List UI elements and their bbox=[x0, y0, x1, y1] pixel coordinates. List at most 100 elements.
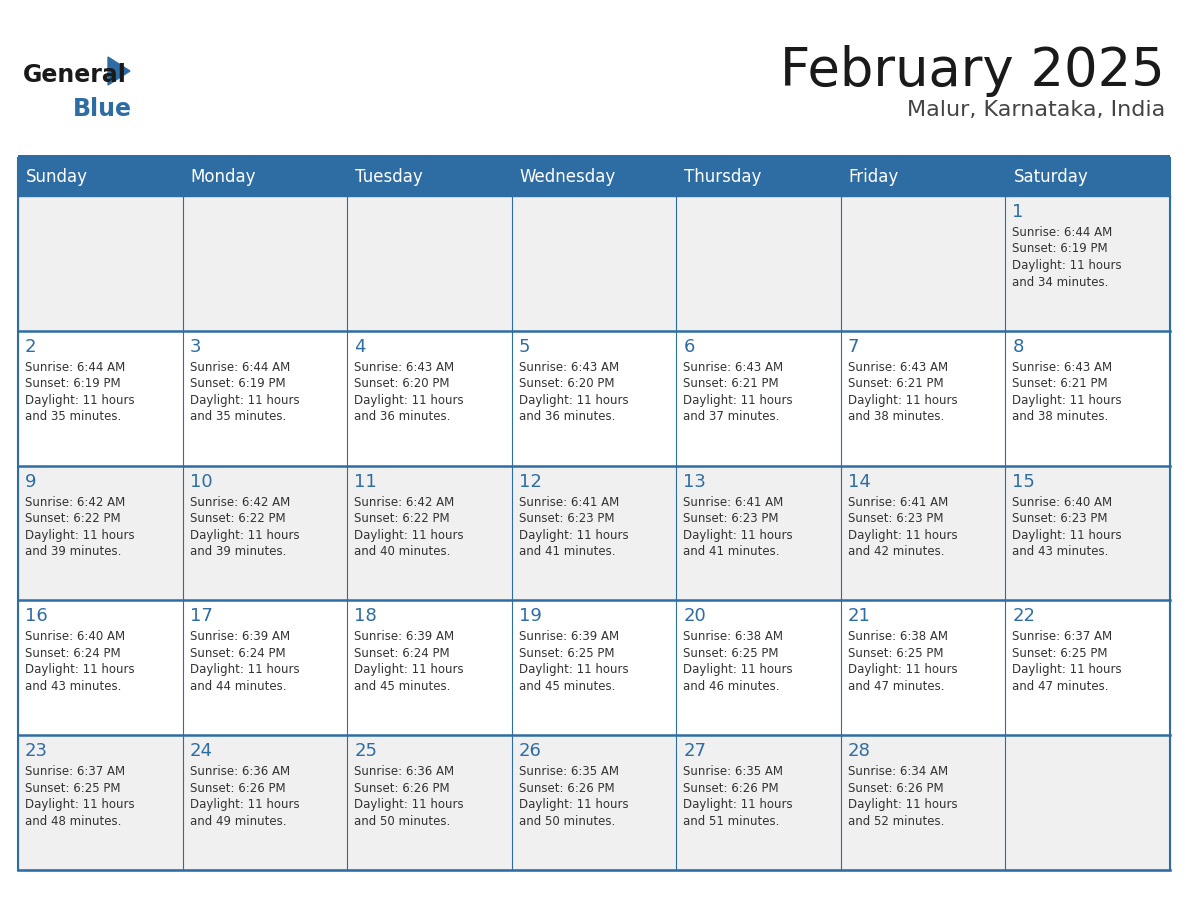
Text: 22: 22 bbox=[1012, 608, 1036, 625]
Text: Sunset: 6:21 PM: Sunset: 6:21 PM bbox=[1012, 377, 1108, 390]
Bar bbox=[1005, 330, 1170, 465]
Text: Daylight: 11 hours: Daylight: 11 hours bbox=[190, 529, 299, 542]
Bar bbox=[841, 196, 1005, 330]
Text: Daylight: 11 hours: Daylight: 11 hours bbox=[354, 664, 463, 677]
Text: Sunrise: 6:36 AM: Sunrise: 6:36 AM bbox=[190, 766, 290, 778]
Bar bbox=[183, 158, 347, 196]
Text: Sunset: 6:23 PM: Sunset: 6:23 PM bbox=[519, 512, 614, 525]
Text: Thursday: Thursday bbox=[684, 168, 762, 186]
Text: and 34 minutes.: and 34 minutes. bbox=[1012, 275, 1108, 288]
Text: Daylight: 11 hours: Daylight: 11 hours bbox=[190, 394, 299, 407]
Text: 27: 27 bbox=[683, 742, 707, 760]
Text: 24: 24 bbox=[190, 742, 213, 760]
Text: 7: 7 bbox=[848, 338, 859, 356]
Text: Sunset: 6:25 PM: Sunset: 6:25 PM bbox=[25, 782, 120, 795]
Text: Daylight: 11 hours: Daylight: 11 hours bbox=[190, 664, 299, 677]
Text: and 51 minutes.: and 51 minutes. bbox=[683, 814, 779, 828]
Text: Daylight: 11 hours: Daylight: 11 hours bbox=[848, 798, 958, 812]
Text: Monday: Monday bbox=[190, 168, 257, 186]
Text: Sunrise: 6:40 AM: Sunrise: 6:40 AM bbox=[1012, 496, 1112, 509]
Text: Daylight: 11 hours: Daylight: 11 hours bbox=[683, 529, 792, 542]
Text: 20: 20 bbox=[683, 608, 706, 625]
Text: Sunrise: 6:38 AM: Sunrise: 6:38 AM bbox=[848, 631, 948, 644]
Bar bbox=[841, 735, 1005, 870]
Text: Sunset: 6:25 PM: Sunset: 6:25 PM bbox=[1012, 647, 1108, 660]
Text: Daylight: 11 hours: Daylight: 11 hours bbox=[683, 394, 792, 407]
Text: 26: 26 bbox=[519, 742, 542, 760]
Text: Daylight: 11 hours: Daylight: 11 hours bbox=[519, 529, 628, 542]
Text: 21: 21 bbox=[848, 608, 871, 625]
Text: Sunset: 6:19 PM: Sunset: 6:19 PM bbox=[25, 377, 121, 390]
Text: 2: 2 bbox=[25, 338, 37, 356]
Text: Sunrise: 6:41 AM: Sunrise: 6:41 AM bbox=[519, 496, 619, 509]
Bar bbox=[676, 196, 841, 330]
Text: Sunset: 6:23 PM: Sunset: 6:23 PM bbox=[683, 512, 779, 525]
Text: Sunset: 6:19 PM: Sunset: 6:19 PM bbox=[1012, 242, 1108, 255]
Bar bbox=[18, 155, 1170, 158]
Bar bbox=[676, 465, 841, 600]
Text: Sunset: 6:20 PM: Sunset: 6:20 PM bbox=[354, 377, 449, 390]
Text: and 48 minutes.: and 48 minutes. bbox=[25, 814, 121, 828]
Text: Sunrise: 6:41 AM: Sunrise: 6:41 AM bbox=[848, 496, 948, 509]
Text: Sunset: 6:25 PM: Sunset: 6:25 PM bbox=[683, 647, 779, 660]
Text: Sunset: 6:23 PM: Sunset: 6:23 PM bbox=[848, 512, 943, 525]
Text: and 45 minutes.: and 45 minutes. bbox=[519, 680, 615, 693]
Bar bbox=[347, 465, 512, 600]
Text: and 36 minutes.: and 36 minutes. bbox=[519, 410, 615, 423]
Text: Daylight: 11 hours: Daylight: 11 hours bbox=[519, 664, 628, 677]
Text: Sunset: 6:24 PM: Sunset: 6:24 PM bbox=[25, 647, 121, 660]
Text: Sunrise: 6:42 AM: Sunrise: 6:42 AM bbox=[190, 496, 290, 509]
Text: Sunrise: 6:37 AM: Sunrise: 6:37 AM bbox=[1012, 631, 1112, 644]
Text: Sunset: 6:26 PM: Sunset: 6:26 PM bbox=[354, 782, 450, 795]
Text: and 36 minutes.: and 36 minutes. bbox=[354, 410, 450, 423]
Bar bbox=[18, 600, 183, 735]
Text: Sunset: 6:26 PM: Sunset: 6:26 PM bbox=[848, 782, 943, 795]
Text: 16: 16 bbox=[25, 608, 48, 625]
Bar bbox=[18, 158, 183, 196]
Text: Daylight: 11 hours: Daylight: 11 hours bbox=[354, 394, 463, 407]
Text: Sunset: 6:25 PM: Sunset: 6:25 PM bbox=[519, 647, 614, 660]
Text: and 47 minutes.: and 47 minutes. bbox=[1012, 680, 1108, 693]
Text: 18: 18 bbox=[354, 608, 377, 625]
Text: Sunset: 6:19 PM: Sunset: 6:19 PM bbox=[190, 377, 285, 390]
Text: and 38 minutes.: and 38 minutes. bbox=[1012, 410, 1108, 423]
Bar bbox=[347, 196, 512, 330]
Text: Sunset: 6:26 PM: Sunset: 6:26 PM bbox=[190, 782, 285, 795]
Bar bbox=[841, 330, 1005, 465]
Text: Sunrise: 6:44 AM: Sunrise: 6:44 AM bbox=[190, 361, 290, 374]
Text: Saturday: Saturday bbox=[1013, 168, 1088, 186]
Text: 3: 3 bbox=[190, 338, 201, 356]
Bar bbox=[347, 158, 512, 196]
Text: and 37 minutes.: and 37 minutes. bbox=[683, 410, 779, 423]
Bar bbox=[841, 158, 1005, 196]
Text: and 45 minutes.: and 45 minutes. bbox=[354, 680, 450, 693]
Text: Sunset: 6:22 PM: Sunset: 6:22 PM bbox=[25, 512, 121, 525]
Bar bbox=[183, 330, 347, 465]
Text: Daylight: 11 hours: Daylight: 11 hours bbox=[1012, 664, 1121, 677]
Text: Sunrise: 6:42 AM: Sunrise: 6:42 AM bbox=[25, 496, 125, 509]
Text: Sunrise: 6:36 AM: Sunrise: 6:36 AM bbox=[354, 766, 454, 778]
Text: and 39 minutes.: and 39 minutes. bbox=[190, 545, 286, 558]
Text: and 38 minutes.: and 38 minutes. bbox=[848, 410, 944, 423]
Text: Tuesday: Tuesday bbox=[355, 168, 423, 186]
Text: Sunset: 6:26 PM: Sunset: 6:26 PM bbox=[683, 782, 779, 795]
Bar bbox=[183, 600, 347, 735]
Text: Sunrise: 6:40 AM: Sunrise: 6:40 AM bbox=[25, 631, 125, 644]
Bar bbox=[18, 465, 183, 600]
Text: 17: 17 bbox=[190, 608, 213, 625]
Text: Daylight: 11 hours: Daylight: 11 hours bbox=[519, 394, 628, 407]
Text: and 47 minutes.: and 47 minutes. bbox=[848, 680, 944, 693]
Text: Sunrise: 6:44 AM: Sunrise: 6:44 AM bbox=[1012, 226, 1113, 239]
Text: and 46 minutes.: and 46 minutes. bbox=[683, 680, 779, 693]
Bar bbox=[1005, 600, 1170, 735]
Text: and 49 minutes.: and 49 minutes. bbox=[190, 814, 286, 828]
Text: and 44 minutes.: and 44 minutes. bbox=[190, 680, 286, 693]
Bar bbox=[676, 600, 841, 735]
Text: Sunrise: 6:41 AM: Sunrise: 6:41 AM bbox=[683, 496, 784, 509]
Text: 10: 10 bbox=[190, 473, 213, 490]
Text: Sunset: 6:22 PM: Sunset: 6:22 PM bbox=[354, 512, 450, 525]
Text: Daylight: 11 hours: Daylight: 11 hours bbox=[354, 529, 463, 542]
Text: 4: 4 bbox=[354, 338, 366, 356]
Text: Sunrise: 6:39 AM: Sunrise: 6:39 AM bbox=[190, 631, 290, 644]
Bar bbox=[841, 600, 1005, 735]
